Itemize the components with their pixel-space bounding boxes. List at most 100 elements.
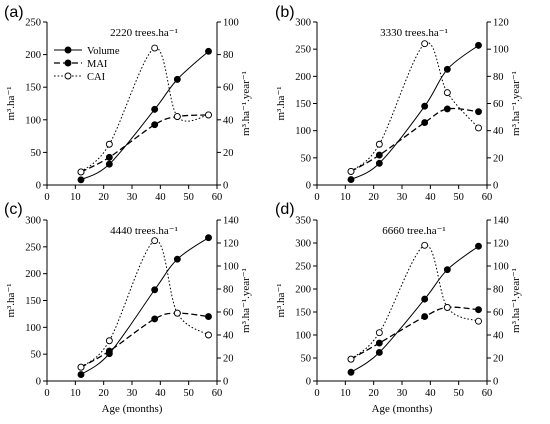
x-tick-label: 0 [314,388,319,399]
y-right-tick-label: 0 [223,377,228,388]
y-right-tick-label: 60 [223,308,234,319]
legend-marker-mai [64,59,72,67]
y-left-tick-label: 300 [295,239,311,250]
x-tick-label: 20 [98,388,109,399]
data-point-mai [421,313,429,321]
x-tick-label: 60 [482,388,493,399]
y-right-tick-label: 100 [493,45,509,56]
data-point-volume [375,159,383,167]
chart-panel-b: 0 10 20 30 40 50 60050100150200250300020406080… [275,4,522,203]
data-point-cai [347,167,355,175]
x-tick-label: 50 [453,388,464,399]
y-right-tick-label: 120 [493,18,509,29]
x-axis-label: Age (months) [102,403,163,415]
y-left-tick-label: 150 [295,99,311,110]
data-point-cai [151,237,159,245]
x-tick-label: 10 [340,388,351,399]
y-right-tick-label: 60 [223,83,234,94]
data-point-volume [205,47,212,55]
x-tick-label: 40 [425,192,436,203]
x-tick-label: 10 [70,388,81,399]
data-point-cai [421,241,429,249]
data-point-cai [77,168,85,176]
data-point-cai [421,40,429,48]
y-left-tick-label: 50 [301,354,312,365]
y-right-tick-label: 100 [493,262,509,273]
data-point-cai [443,303,451,311]
y-right-tick-label: 40 [223,331,234,342]
x-tick-label: 30 [397,192,408,203]
series-line-volume [80,50,209,181]
panel-letter: (b) [275,4,295,21]
series-line-volume [350,245,479,373]
series-line-mai [80,114,209,173]
y-right-tick-label: 20 [493,354,504,365]
y-left-tick-label: 150 [25,83,41,94]
right-axis-label: m³.ha⁻¹.year⁻¹ [240,71,252,136]
y-left-tick-label: 100 [295,126,311,137]
data-point-volume [443,266,451,274]
y-right-tick-label: 100 [223,262,239,273]
y-left-tick-label: 50 [31,350,42,361]
y-right-tick-label: 20 [493,153,504,164]
chart-panel-c: 0 10 20 30 40 50 60050100150200250300020406080… [4,201,252,415]
x-tick-label: 20 [368,192,379,203]
data-point-mai [205,313,212,321]
y-left-tick-label: 50 [31,148,42,159]
data-point-volume [151,105,159,113]
y-right-tick-label: 100 [223,18,239,29]
data-point-volume [421,102,429,110]
y-left-tick-label: 300 [295,18,311,29]
data-point-mai [475,306,482,314]
data-point-volume [77,371,85,379]
x-tick-label: 10 [340,192,351,203]
data-point-cai [443,89,451,97]
series-line-mai [80,312,209,368]
data-point-mai [105,153,113,161]
series-line-mai [350,306,479,360]
legend-label-cai: CAI [87,72,106,83]
data-point-cai [151,44,159,52]
data-point-volume [173,255,181,263]
panel-title: 4440 trees.ha⁻¹ [110,225,178,237]
chart-panel-a: 0 10 20 30 40 50 60050100150200250020406080100… [4,4,252,203]
data-point-volume [347,368,355,376]
data-point-cai [475,124,482,132]
y-right-tick-label: 40 [493,126,504,137]
y-right-tick-label: 20 [223,148,234,159]
y-right-tick-label: 80 [223,50,234,61]
y-left-tick-label: 250 [25,242,41,253]
data-point-cai [105,337,113,345]
left-axis-label: m³.ha⁻¹ [275,86,287,120]
series-line-cai [350,42,479,172]
data-point-volume [475,242,482,250]
data-point-volume [375,349,383,356]
x-tick-label: 0 [44,192,49,203]
left-axis-label: m³.ha⁻¹ [5,283,17,317]
series-line-volume [80,237,209,375]
y-left-tick-label: 150 [25,296,41,307]
y-right-tick-label: 60 [493,99,504,110]
y-left-tick-label: 0 [306,181,311,192]
data-point-cai [205,331,212,339]
panel-title: 2220 trees.ha⁻¹ [110,27,178,39]
data-point-cai [105,140,113,148]
data-point-mai [105,347,113,355]
data-point-volume [77,176,85,184]
y-left-tick-label: 250 [295,262,311,273]
x-tick-label: 40 [155,388,166,399]
legend-marker-volume [64,46,72,54]
data-point-mai [421,119,429,126]
x-tick-label: 60 [212,192,223,203]
y-left-tick-label: 200 [25,269,41,280]
data-point-cai [375,329,383,337]
y-left-tick-label: 100 [295,331,311,342]
y-right-tick-label: 80 [493,72,504,83]
y-left-tick-label: 0 [36,181,41,192]
data-point-volume [173,75,181,83]
data-point-cai [475,317,482,325]
y-right-tick-label: 80 [493,285,504,296]
left-axis-label: m³.ha⁻¹ [275,283,287,317]
